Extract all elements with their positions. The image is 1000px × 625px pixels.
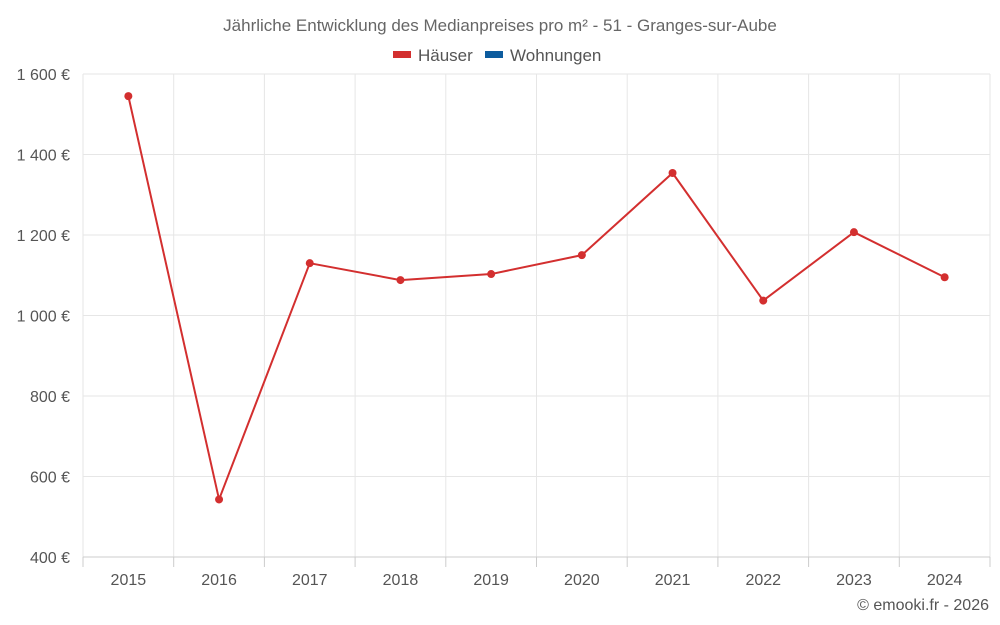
- series-group: [124, 92, 949, 504]
- x-tick-label: 2019: [473, 572, 509, 589]
- x-tick-label: 2022: [745, 572, 781, 589]
- y-tick-label: 800 €: [30, 389, 70, 406]
- data-point[interactable]: [759, 296, 768, 305]
- y-tick-label: 1 400 €: [17, 148, 70, 165]
- legend-label-haeuser: Häuser: [418, 46, 473, 65]
- data-point[interactable]: [940, 273, 949, 282]
- data-point[interactable]: [215, 495, 224, 504]
- x-tick-label: 2024: [927, 572, 963, 589]
- credit-text: © emooki.fr - 2026: [857, 597, 989, 614]
- data-point[interactable]: [124, 92, 133, 101]
- y-tick-label: 1 000 €: [17, 309, 70, 326]
- series-line: [127, 95, 946, 501]
- legend-item-haeuser[interactable]: Häuser: [393, 46, 473, 65]
- legend-item-wohnungen[interactable]: Wohnungen: [485, 46, 601, 65]
- data-point[interactable]: [577, 251, 586, 260]
- x-tick-label: 2017: [292, 572, 328, 589]
- x-tick-label: 2018: [383, 572, 419, 589]
- y-tick-label: 1 600 €: [17, 67, 70, 84]
- x-tick-label: 2016: [201, 572, 237, 589]
- legend: Häuser Wohnungen: [393, 46, 601, 65]
- x-gridlines: [82, 74, 991, 557]
- y-tick-label: 600 €: [30, 470, 70, 487]
- legend-swatch-wohnungen: [485, 51, 503, 58]
- chart-title: Jährliche Entwicklung des Medianpreises …: [223, 16, 777, 35]
- data-point[interactable]: [396, 276, 405, 285]
- legend-swatch-haeuser: [393, 51, 411, 58]
- data-point[interactable]: [849, 228, 858, 237]
- y-tick-label: 1 200 €: [17, 228, 70, 245]
- x-axis-ticks: 2015 2016 2017 2018 2019 2020 2021 2022 2023 2024: [82, 557, 991, 589]
- legend-label-wohnungen: Wohnungen: [510, 46, 601, 65]
- x-tick-label: 2021: [655, 572, 691, 589]
- data-point[interactable]: [668, 169, 677, 178]
- x-tick-label: 2023: [836, 572, 872, 589]
- data-point[interactable]: [305, 259, 314, 268]
- x-tick-label: 2020: [564, 572, 600, 589]
- y-tick-label: 400 €: [30, 550, 70, 567]
- data-point[interactable]: [487, 270, 496, 279]
- x-tick-label: 2015: [111, 572, 147, 589]
- y-axis-ticks: 400 € 600 € 800 € 1 000 € 1 200 € 1 400 € 1 60…: [17, 67, 70, 567]
